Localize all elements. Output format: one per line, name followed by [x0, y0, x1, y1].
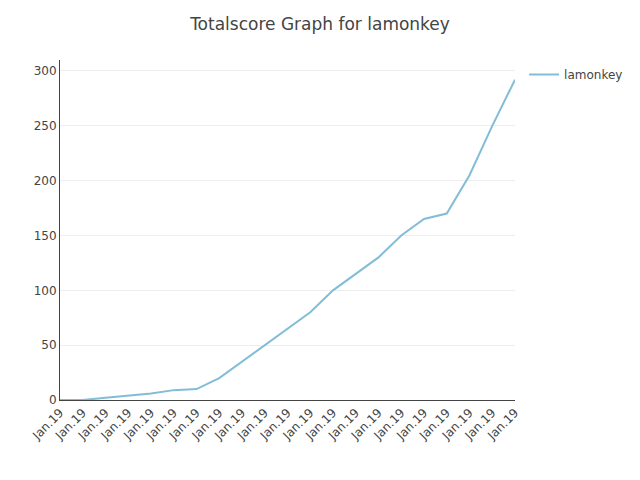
svg-text:300: 300: [34, 64, 57, 78]
svg-text:200: 200: [34, 174, 57, 188]
svg-text:Jan.19: Jan.19: [257, 406, 294, 443]
svg-text:Jan.19: Jan.19: [188, 406, 225, 443]
svg-text:Jan.19: Jan.19: [416, 406, 453, 443]
svg-text:Jan.19: Jan.19: [439, 406, 476, 443]
svg-text:150: 150: [34, 229, 57, 243]
svg-text:Totalscore Graph for lamonkey: Totalscore Graph for lamonkey: [189, 14, 450, 34]
svg-text:Jan.19: Jan.19: [52, 406, 89, 443]
svg-text:Jan.19: Jan.19: [348, 406, 385, 443]
svg-text:Jan.19: Jan.19: [75, 406, 112, 443]
svg-text:Jan.19: Jan.19: [370, 406, 407, 443]
svg-text:100: 100: [34, 284, 57, 298]
svg-text:Jan.19: Jan.19: [97, 406, 134, 443]
svg-text:Jan.19: Jan.19: [325, 406, 362, 443]
svg-text:Jan.19: Jan.19: [279, 406, 316, 443]
svg-text:Jan.19: Jan.19: [461, 406, 498, 443]
svg-text:Jan.19: Jan.19: [484, 406, 521, 443]
svg-text:Jan.19: Jan.19: [302, 406, 339, 443]
svg-text:Jan.19: Jan.19: [143, 406, 180, 443]
svg-text:lamonkey: lamonkey: [564, 68, 622, 82]
svg-text:0: 0: [49, 393, 57, 407]
svg-text:Jan.19: Jan.19: [120, 406, 157, 443]
svg-text:50: 50: [41, 338, 56, 352]
svg-text:Jan.19: Jan.19: [166, 406, 203, 443]
svg-text:250: 250: [34, 119, 57, 133]
svg-text:Jan.19: Jan.19: [234, 406, 271, 443]
svg-text:Jan.19: Jan.19: [211, 406, 248, 443]
svg-text:Jan.19: Jan.19: [393, 406, 430, 443]
svg-text:Jan.19: Jan.19: [29, 406, 66, 443]
